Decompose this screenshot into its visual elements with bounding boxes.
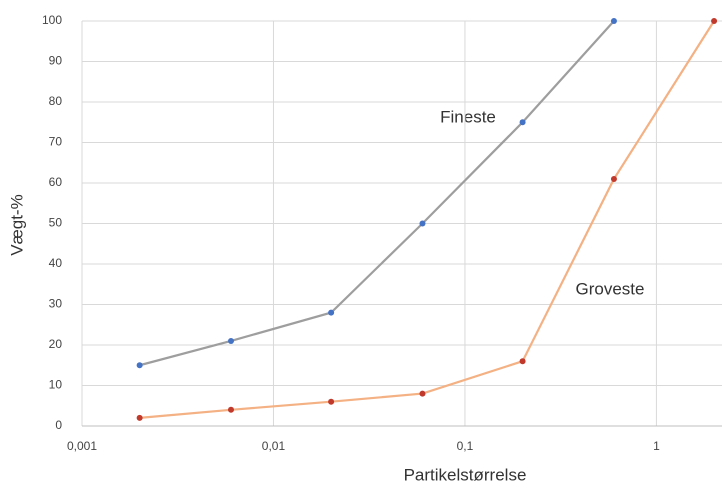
y-tick-label: 10 — [49, 378, 63, 392]
y-tick-label: 70 — [49, 135, 63, 149]
y-tick-label: 40 — [49, 256, 63, 270]
y-axis-label: Vægt-% — [7, 194, 26, 255]
marker — [419, 220, 426, 227]
x-axis-label: Partikelstørrelse — [404, 465, 527, 484]
marker — [227, 406, 234, 413]
y-tick-label: 100 — [42, 13, 62, 27]
marker — [136, 414, 143, 421]
x-tick-label: 1 — [653, 439, 660, 453]
y-tick-label: 30 — [49, 297, 63, 311]
marker — [711, 18, 718, 24]
marker — [227, 337, 234, 344]
marker — [419, 390, 426, 397]
y-tick-label: 90 — [49, 54, 63, 68]
y-tick-label: 0 — [55, 418, 62, 432]
y-tick-label: 80 — [49, 94, 63, 108]
marker — [328, 398, 335, 405]
annotation: Groveste — [576, 279, 645, 298]
y-tick-label: 50 — [49, 216, 63, 230]
x-tick-label: 0,1 — [457, 439, 474, 453]
y-tick-label: 60 — [49, 175, 63, 189]
marker — [328, 309, 335, 316]
annotation: Fineste — [440, 107, 496, 126]
marker — [519, 358, 526, 365]
marker — [519, 119, 526, 126]
y-tick-label: 20 — [49, 337, 63, 351]
x-tick-label: 0,001 — [67, 439, 97, 453]
marker — [610, 175, 617, 182]
x-tick-label: 0,01 — [262, 439, 286, 453]
line — [139, 20, 615, 367]
marker — [610, 18, 617, 24]
marker — [136, 362, 143, 369]
